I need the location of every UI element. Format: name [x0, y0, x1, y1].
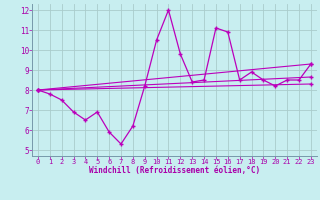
X-axis label: Windchill (Refroidissement éolien,°C): Windchill (Refroidissement éolien,°C)	[89, 166, 260, 175]
